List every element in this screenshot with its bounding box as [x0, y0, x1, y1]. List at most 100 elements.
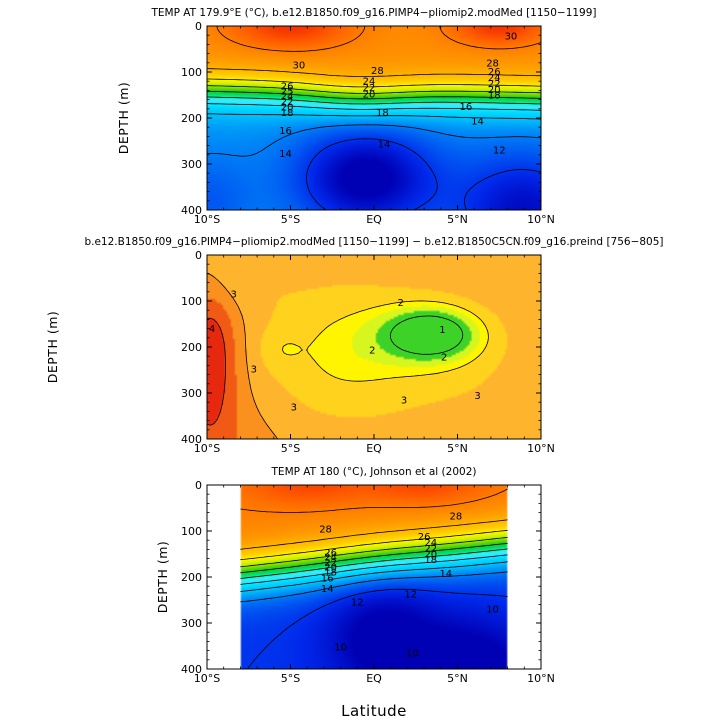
contour-line-22 — [207, 85, 541, 94]
contour-label: 26 — [324, 548, 337, 559]
contour-lines — [240, 488, 508, 669]
contour-label: 28 — [486, 58, 499, 69]
y-tick-label: 300 — [181, 617, 202, 630]
y-tick-label: 0 — [195, 249, 202, 262]
contour-line-10 — [306, 138, 541, 210]
contour-label: 16 — [321, 573, 334, 584]
y-axis-label: DEPTH (m) — [45, 311, 60, 384]
contour-label: 22 — [424, 544, 437, 555]
contour-line-1 — [389, 315, 464, 355]
contour-line-18 — [240, 548, 508, 579]
x-tick-label: 10°S — [194, 442, 220, 455]
contour-label: 18 — [424, 555, 437, 566]
y-tick-label: 200 — [181, 341, 202, 354]
contour-label: 3 — [231, 290, 237, 301]
y-tick-label: 200 — [181, 571, 202, 584]
contour-label: 20 — [424, 550, 437, 561]
contour-label: 28 — [319, 525, 332, 536]
contour-label: 20 — [488, 85, 501, 96]
x-tick-label: 10°S — [194, 213, 220, 226]
contour-label: 2 — [398, 298, 404, 309]
contour-line-3 — [207, 273, 279, 439]
contour-label: 26 — [418, 532, 431, 543]
y-tick-label: 100 — [181, 525, 202, 538]
contour-line-16 — [207, 103, 541, 111]
contour-label: 18 — [281, 108, 294, 119]
y-tick-label: 0 — [195, 20, 202, 33]
contour-line-4 — [207, 317, 226, 426]
y-axis-label: DEPTH (m) — [155, 541, 170, 614]
contour-line-18 — [207, 96, 541, 105]
contour-label: 20 — [324, 562, 337, 573]
contour-label: 30 — [505, 32, 518, 43]
contour-label: 3 — [401, 395, 407, 406]
contour-label: 20 — [363, 90, 376, 101]
contour-line-2 — [282, 300, 489, 382]
contour-line-28 — [240, 488, 508, 513]
contour-line-22 — [240, 537, 508, 568]
contour-label: 24 — [488, 73, 501, 84]
contour-label: 1 — [439, 325, 445, 336]
x-tick-label: 5°N — [447, 672, 468, 685]
panel-model-temperature: 3030282826262524242422222220202018181816… — [116, 7, 597, 226]
contour-label: 14 — [321, 584, 334, 595]
contour-label: 24 — [363, 77, 376, 88]
contour-label: 12 — [351, 597, 364, 608]
contour-label: 24 — [281, 91, 294, 102]
x-axis-label: Latitude — [341, 702, 407, 720]
y-tick-label: 200 — [181, 112, 202, 125]
panel-title: b.e12.B1850.f09_g16.PIMP4−pliomip2.modMe… — [84, 236, 663, 248]
contour-line-16 — [240, 554, 508, 585]
contour-label: 30 — [292, 61, 305, 72]
y-tick-label: 400 — [181, 433, 202, 446]
panel-temperature-difference: 3 4 3 3 2 2 2 1 3 3 10°S 5°S EQ 5°N 10°N 0 100 200 300 400 b… — [45, 236, 664, 455]
contour-label: 12 — [404, 590, 417, 601]
contour-label: 14 — [279, 149, 292, 160]
x-tick-label: 10°N — [527, 672, 555, 685]
contour-label: 28 — [371, 66, 384, 77]
contour-label: 2 — [369, 346, 375, 357]
contour-label: 14 — [471, 116, 484, 127]
x-tick-label: 10°N — [527, 213, 555, 226]
contour-label: 28 — [449, 511, 462, 522]
contour-label: 22 — [324, 558, 337, 569]
x-tick-label: EQ — [366, 442, 382, 455]
contour-label: 14 — [378, 140, 391, 151]
contour-line-12 — [207, 124, 541, 157]
contour-label: 3 — [251, 365, 257, 376]
contour-line-24 — [240, 529, 508, 561]
contour-label: 25 — [281, 86, 294, 97]
contour-label: 24 — [424, 538, 437, 549]
contour-line-26 — [207, 68, 541, 77]
panel-observed-temperature: 2828262624242222202018181614141212101010… — [155, 466, 555, 685]
contour-label: 2 — [441, 353, 447, 364]
contour-label: 3 — [474, 391, 480, 402]
contour-line-26 — [240, 519, 508, 550]
contour-label: 10 — [334, 642, 347, 653]
contour-label: 18 — [376, 108, 389, 119]
y-tick-label: 100 — [181, 66, 202, 79]
contour-line-12 — [240, 571, 508, 603]
contour-label: 18 — [324, 567, 337, 578]
x-tick-label: 10°S — [194, 672, 220, 685]
contour-label: 14 — [439, 569, 452, 580]
x-tick-label: 5°S — [281, 442, 300, 455]
x-tick-label: 5°N — [447, 213, 468, 226]
x-tick-label: EQ — [366, 672, 382, 685]
contour-label: 24 — [324, 553, 337, 564]
contour-line-14 — [240, 561, 508, 592]
y-tick-label: 300 — [181, 387, 202, 400]
x-tick-label: EQ — [366, 213, 382, 226]
y-tick-label: 300 — [181, 158, 202, 171]
contour-line-10 — [247, 588, 508, 669]
contour-label: 26 — [281, 81, 294, 92]
contour-label: 16 — [279, 126, 292, 137]
y-axis-label: DEPTH (m) — [116, 82, 131, 155]
y-tick-label: 400 — [181, 204, 202, 217]
contour-label: 22 — [363, 83, 376, 94]
contour-label: 10 — [486, 605, 499, 616]
contour-lines — [207, 26, 541, 210]
contour-label: 4 — [209, 324, 215, 335]
contour-label: 26 — [488, 67, 501, 78]
